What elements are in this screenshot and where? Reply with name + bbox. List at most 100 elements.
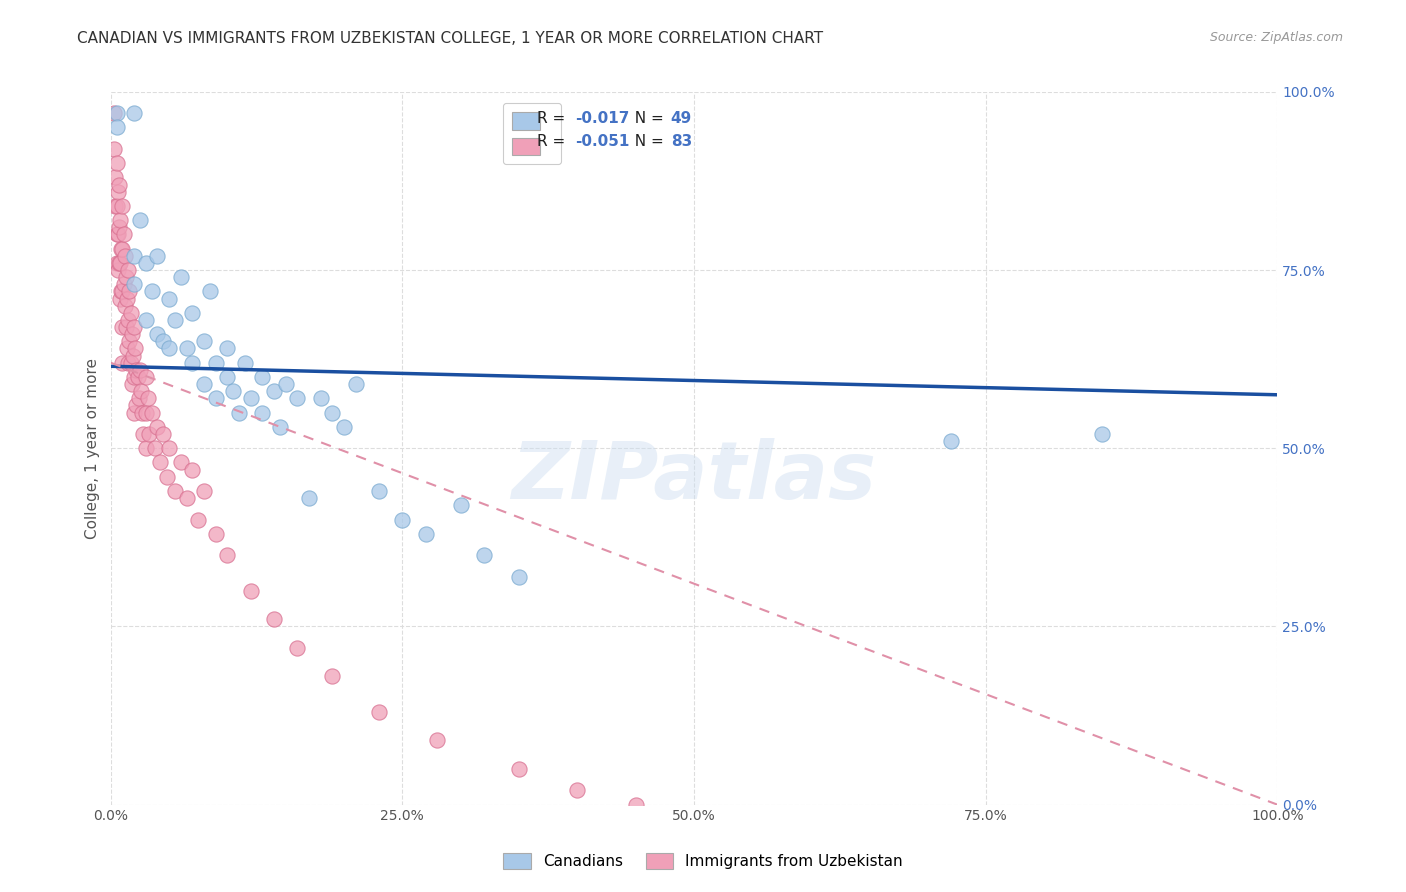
Point: [269, 420, 291, 434]
Point: [163, 313, 186, 327]
Point: [105, 256, 128, 270]
Point: [321, 669, 343, 683]
Point: [135, 442, 157, 456]
Point: [1091, 427, 1114, 442]
Point: [122, 277, 145, 292]
Point: [115, 270, 138, 285]
Text: 49: 49: [671, 111, 692, 126]
Point: [204, 356, 226, 370]
Point: [143, 442, 166, 456]
Legend: Canadians, Immigrants from Uzbekistan: Canadians, Immigrants from Uzbekistan: [496, 847, 910, 875]
Point: [115, 292, 138, 306]
Point: [391, 512, 413, 526]
Point: [135, 256, 157, 270]
Point: [146, 327, 169, 342]
Point: [118, 334, 141, 349]
Point: [193, 483, 215, 498]
Point: [136, 392, 159, 406]
Point: [333, 420, 356, 434]
Point: [239, 583, 262, 598]
Point: [131, 406, 153, 420]
Point: [146, 420, 169, 434]
Point: [135, 370, 157, 384]
Point: [108, 213, 131, 227]
Point: [193, 377, 215, 392]
Point: [157, 342, 180, 356]
Point: [274, 377, 297, 392]
Point: [108, 220, 131, 235]
Text: R =: R =: [537, 111, 569, 126]
Text: -0.017: -0.017: [575, 111, 630, 126]
Point: [108, 256, 131, 270]
Point: [128, 363, 150, 377]
Point: [152, 427, 174, 442]
Point: [321, 406, 343, 420]
Point: [285, 392, 308, 406]
Point: [146, 249, 169, 263]
Text: R =: R =: [537, 135, 569, 149]
Point: [122, 370, 145, 384]
Point: [233, 356, 256, 370]
Point: [120, 306, 142, 320]
Point: [217, 370, 239, 384]
Y-axis label: College, 1 year or more: College, 1 year or more: [86, 358, 100, 539]
Point: [125, 399, 148, 413]
Point: [368, 705, 391, 719]
Point: [472, 548, 495, 562]
Point: [157, 292, 180, 306]
Point: [508, 569, 530, 583]
Point: [110, 242, 132, 256]
Point: [193, 334, 215, 349]
Point: [111, 356, 134, 370]
Point: [115, 320, 138, 334]
Point: [111, 285, 134, 299]
Point: [149, 455, 172, 469]
Point: [624, 797, 647, 812]
Point: [120, 356, 142, 370]
Text: -0.051: -0.051: [575, 135, 630, 149]
Point: [135, 313, 157, 327]
Point: [128, 392, 150, 406]
Point: [141, 285, 163, 299]
Point: [176, 491, 198, 505]
Text: ZIPatlas: ZIPatlas: [512, 438, 876, 516]
Point: [122, 406, 145, 420]
Point: [368, 483, 391, 498]
Point: [104, 199, 127, 213]
Point: [135, 406, 157, 420]
Point: [157, 442, 180, 456]
Point: [222, 384, 245, 399]
Point: [121, 327, 143, 342]
Point: [450, 498, 472, 512]
Point: [141, 406, 163, 420]
Legend: , : ,: [503, 103, 561, 164]
Point: [152, 334, 174, 349]
Point: [105, 120, 128, 135]
Point: [198, 285, 221, 299]
Point: [285, 640, 308, 655]
Point: [181, 462, 204, 476]
Point: [114, 249, 136, 263]
Point: [117, 313, 139, 327]
Point: [108, 256, 131, 270]
Point: [125, 363, 148, 377]
Point: [107, 227, 129, 242]
Point: [105, 106, 128, 120]
Point: [122, 106, 145, 120]
Point: [111, 242, 134, 256]
Point: [110, 285, 132, 299]
Point: [108, 178, 131, 192]
Point: [112, 277, 135, 292]
Point: [426, 733, 449, 747]
Point: [107, 263, 129, 277]
Point: [939, 434, 962, 449]
Point: [228, 406, 250, 420]
Point: [111, 199, 134, 213]
Point: [181, 306, 204, 320]
Point: [415, 526, 437, 541]
Point: [239, 392, 262, 406]
Point: [176, 342, 198, 356]
Point: [103, 142, 125, 156]
Point: [204, 392, 226, 406]
Point: [298, 491, 321, 505]
